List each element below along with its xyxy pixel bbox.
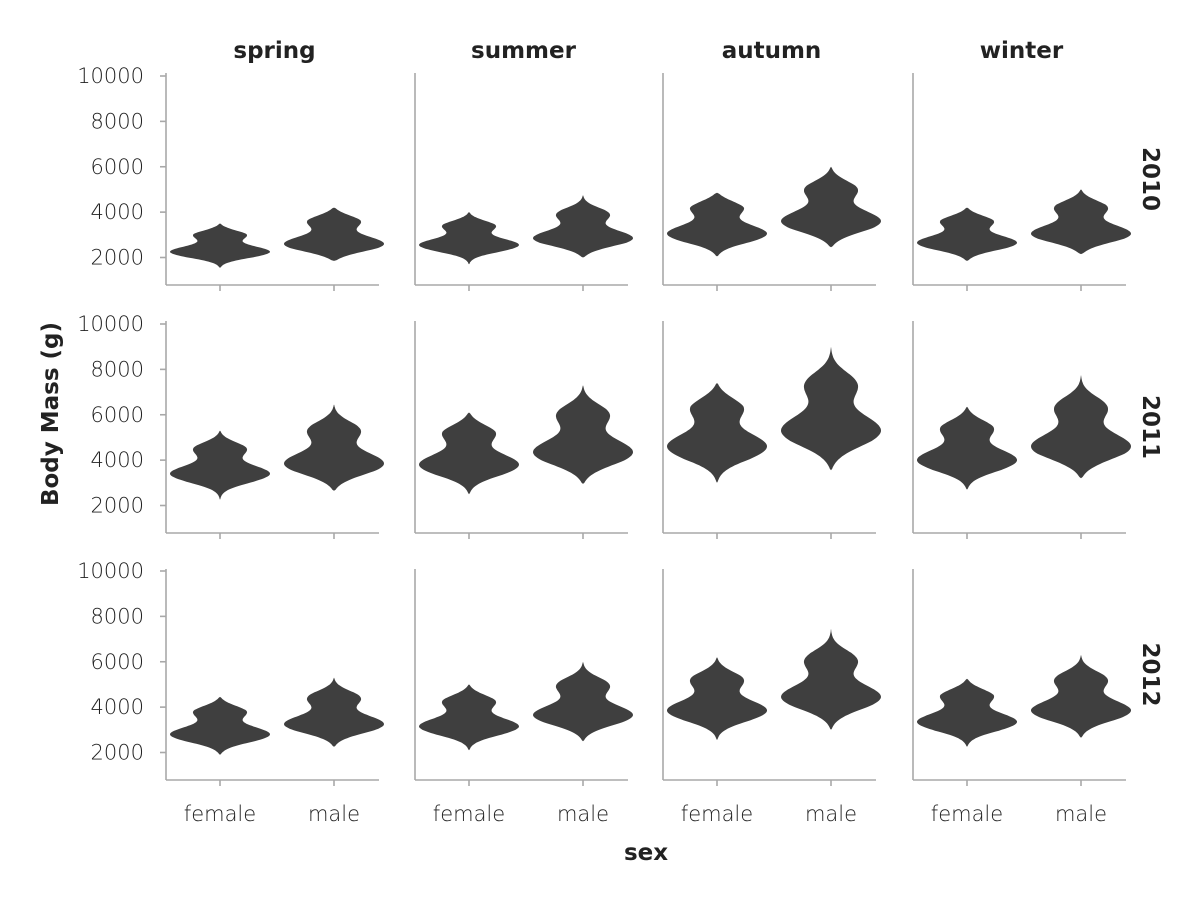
violin-2010-spring-female	[170, 223, 270, 268]
column-title-summer: summer	[471, 38, 577, 64]
panel-2012-summer: female male	[414, 569, 633, 826]
row-title-2012: 2012	[1137, 642, 1163, 706]
panel-2012-spring: 2000 4000 6000 8000 10000 female male	[77, 559, 384, 826]
y-tick-label: 4000	[91, 200, 144, 224]
y-tick-label: 10000	[77, 312, 144, 336]
violin-2011-summer-female	[419, 412, 519, 495]
panel-2011-summer	[414, 321, 633, 539]
violin-2011-autumn-female	[667, 383, 767, 483]
panel-2011-winter	[912, 321, 1131, 539]
violin-2011-summer-male	[533, 385, 633, 484]
column-title-winter: winter	[980, 38, 1064, 64]
violin-2011-winter-female	[917, 406, 1017, 490]
violin-2012-summer-male	[533, 661, 633, 742]
violin-2012-autumn-male	[781, 628, 881, 730]
y-tick-label: 8000	[91, 604, 144, 628]
panel-2010-summer	[414, 73, 633, 291]
violin-2010-summer-male	[533, 195, 633, 258]
y-tick-label: 8000	[91, 357, 144, 381]
y-tick-label: 2000	[91, 246, 144, 270]
x-tick-label-male: male	[1055, 802, 1107, 826]
violin-2012-spring-female	[170, 696, 270, 755]
y-tick-label: 10000	[77, 559, 144, 583]
y-tick-label: 10000	[77, 64, 144, 88]
x-tick-label-female: female	[931, 802, 1003, 826]
violin-2010-spring-male	[284, 207, 384, 261]
y-axis-title: Body Mass (g)	[38, 322, 64, 506]
violin-2012-spring-male	[284, 677, 384, 747]
violin-2012-winter-male	[1031, 654, 1131, 738]
violin-2010-winter-female	[917, 207, 1017, 261]
panel-2010-winter	[912, 73, 1131, 291]
violin-2012-winter-female	[917, 678, 1017, 747]
panel-2011-spring: 2000 4000 6000 8000 10000	[77, 312, 384, 539]
x-tick-label-female: female	[433, 802, 505, 826]
x-tick-label-female: female	[184, 802, 256, 826]
panel-2010-spring: 2000 4000 6000 8000 10000	[77, 64, 384, 291]
x-tick-label-male: male	[805, 802, 857, 826]
row-title-2011: 2011	[1137, 395, 1163, 459]
y-tick-label: 2000	[91, 741, 144, 765]
x-tick-label-male: male	[308, 802, 360, 826]
y-tick-label: 8000	[91, 109, 144, 133]
violin-2011-spring-female	[170, 430, 270, 500]
y-tick-label: 6000	[91, 650, 144, 674]
violin-2010-autumn-female	[667, 192, 767, 257]
violin-2010-autumn-male	[781, 166, 881, 248]
x-tick-label-female: female	[681, 802, 753, 826]
x-tick-label-male: male	[557, 802, 609, 826]
x-axis-title: sex	[624, 840, 668, 866]
panel-2010-autumn	[662, 73, 881, 291]
y-tick-label: 4000	[91, 695, 144, 719]
y-tick-label: 6000	[91, 155, 144, 179]
panel-2012-winter: female male	[912, 569, 1131, 826]
violin-2011-winter-male	[1031, 375, 1131, 479]
y-tick-label: 6000	[91, 403, 144, 427]
column-title-autumn: autumn	[722, 38, 822, 64]
row-title-2010: 2010	[1137, 147, 1163, 211]
panel-2012-autumn: female male	[662, 569, 881, 826]
violin-2012-autumn-female	[667, 657, 767, 740]
violin-2012-summer-female	[419, 684, 519, 751]
violin-2010-winter-male	[1031, 189, 1131, 255]
violin-2011-spring-male	[284, 404, 384, 491]
y-tick-label: 4000	[91, 448, 144, 472]
violin-2011-autumn-male	[781, 346, 881, 471]
column-title-spring: spring	[233, 38, 315, 64]
y-tick-label: 2000	[91, 494, 144, 518]
violin-2010-summer-female	[419, 212, 519, 265]
panel-2011-autumn	[662, 321, 881, 539]
